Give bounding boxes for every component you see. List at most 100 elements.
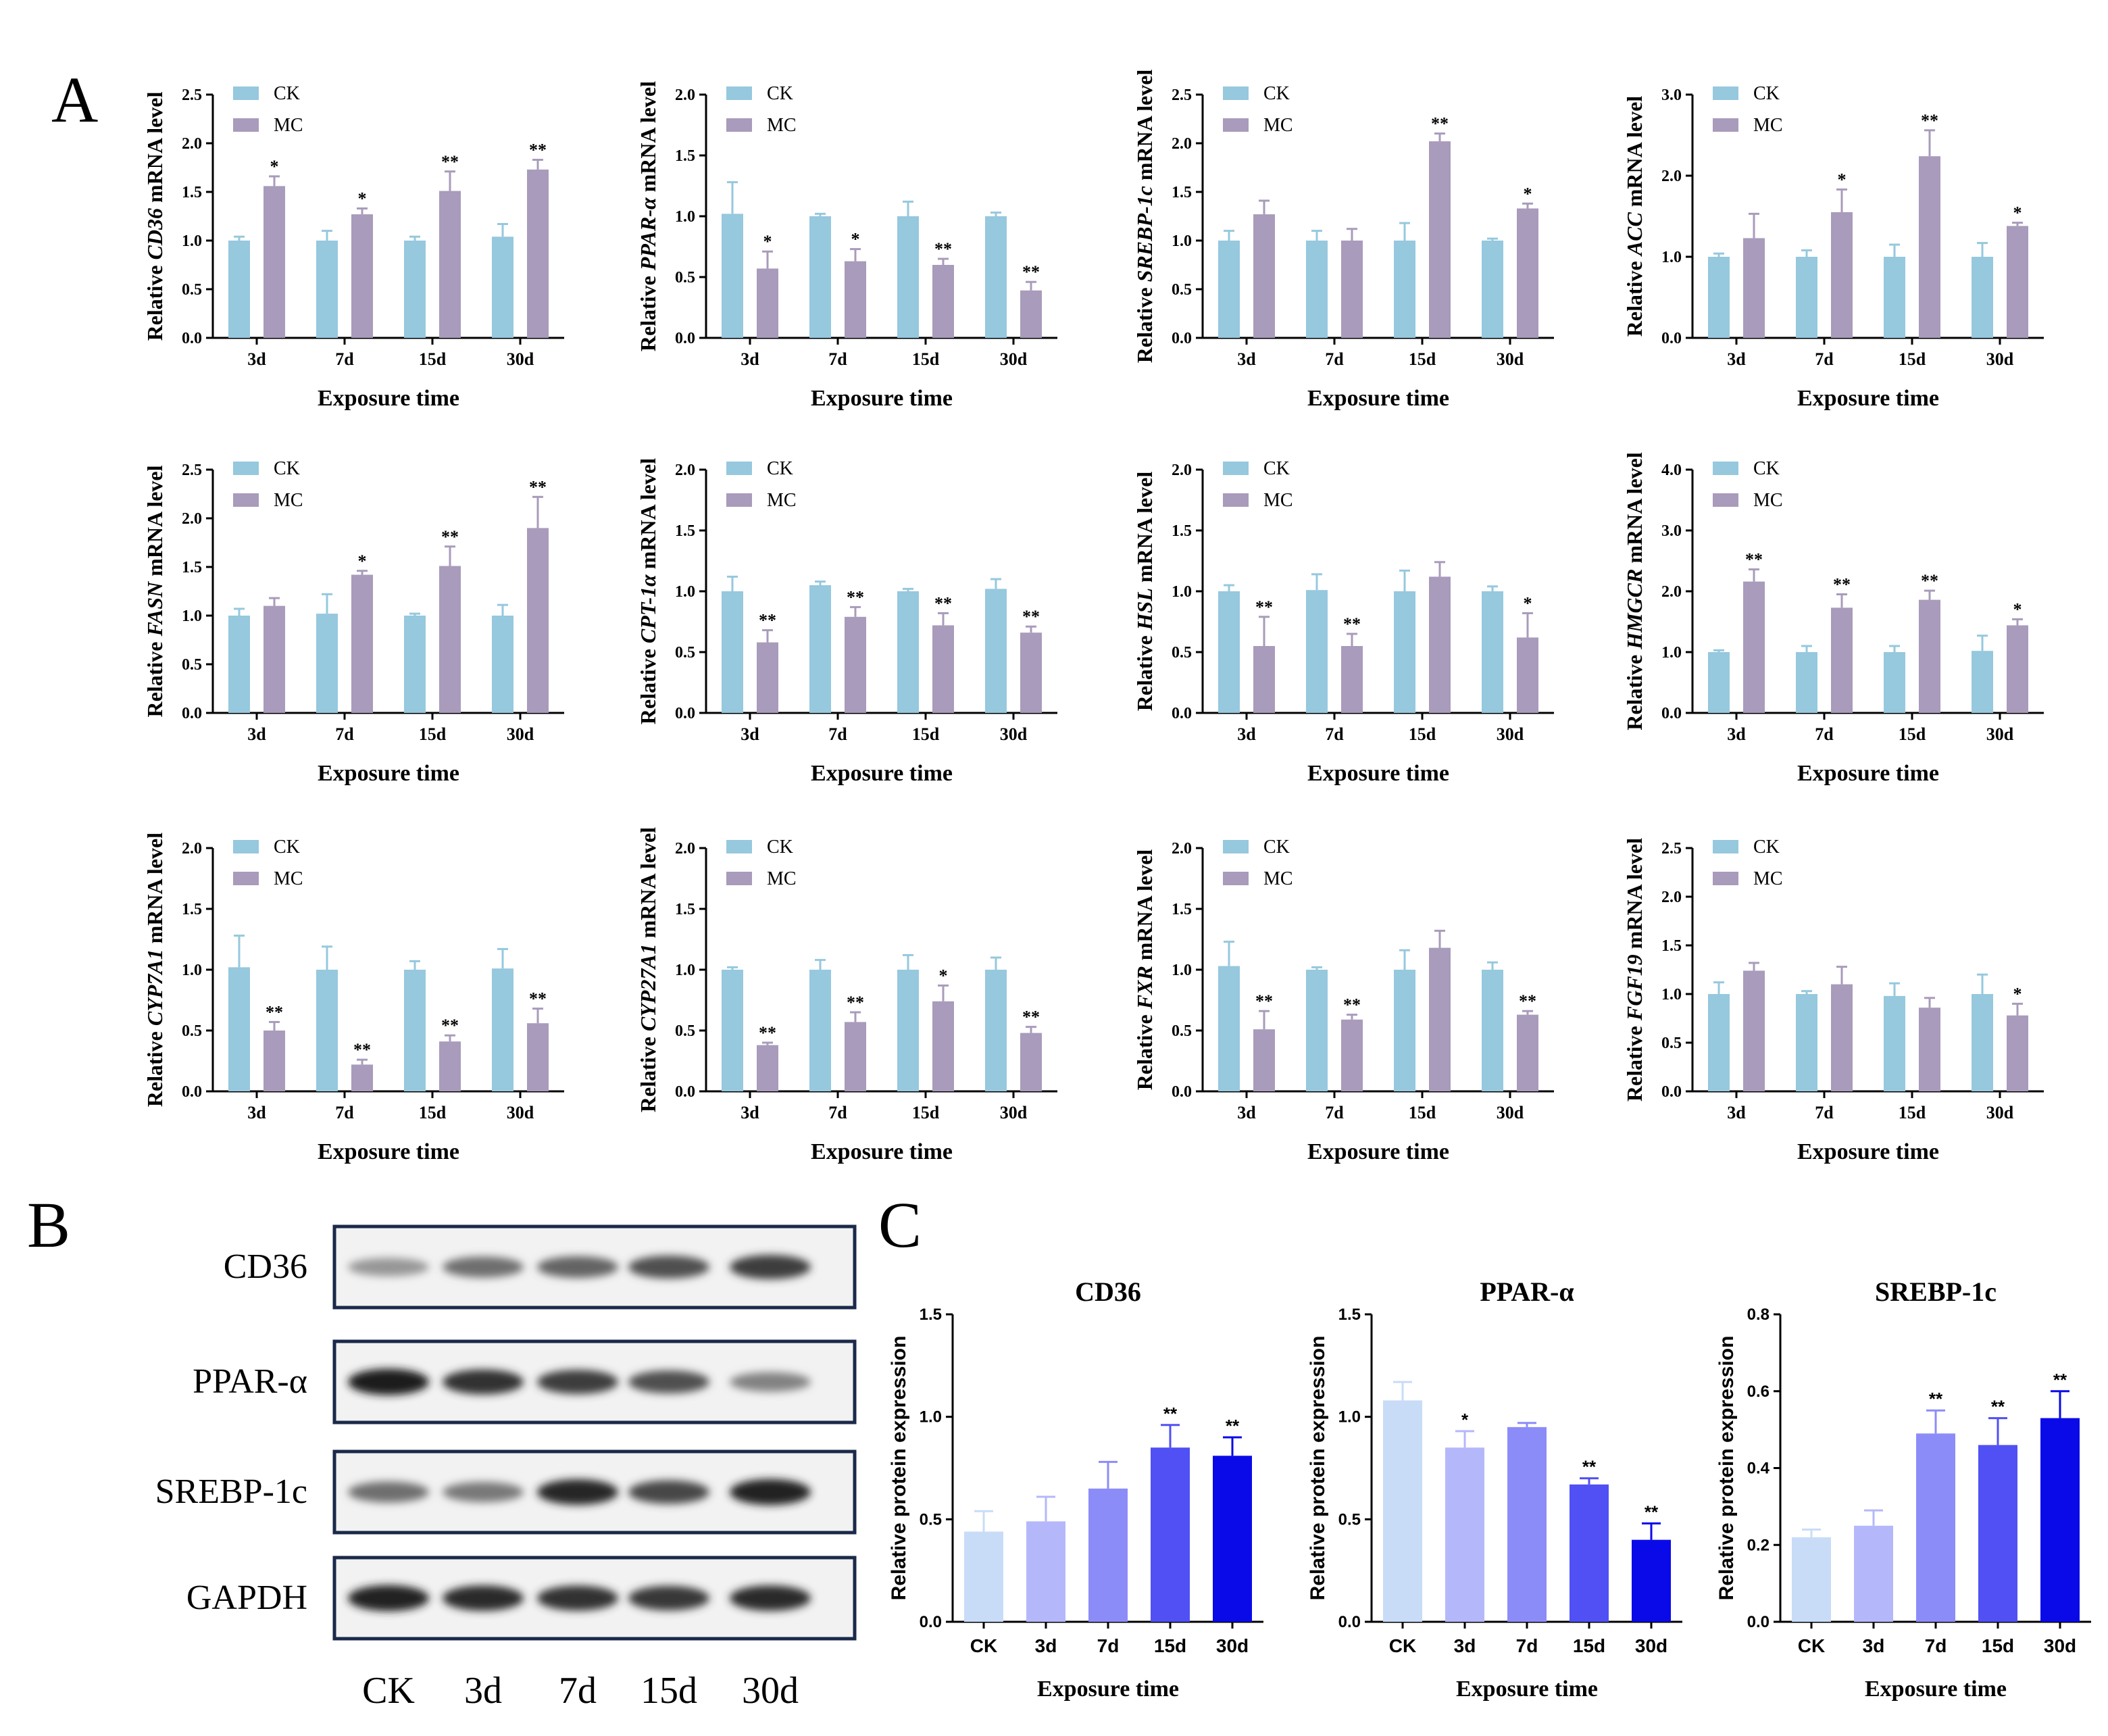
y-tick-label: 1.0	[920, 1408, 942, 1427]
blot-row-label: PPAR-α	[193, 1362, 307, 1401]
bar	[1213, 1456, 1252, 1622]
bar-ck	[1218, 241, 1240, 338]
blot-band	[537, 1585, 618, 1611]
significance-mark: **	[529, 989, 547, 1009]
y-axis-label: Relative HMGCR mRNA level	[1622, 452, 1647, 730]
x-axis-label: Exposure time	[811, 1139, 953, 1164]
y-axis-label: Relative FGF19 mRNA level	[1622, 838, 1647, 1101]
y-axis-label: Relative CYP7A1 mRNA level	[143, 833, 167, 1107]
bar-mc	[1831, 212, 1853, 338]
bar-ck	[228, 967, 250, 1091]
x-tick-label: 30d	[507, 1103, 534, 1122]
significance-mark: **	[441, 152, 459, 172]
y-tick-label: 2.0	[1172, 840, 1192, 858]
significance-mark: **	[1343, 614, 1361, 634]
mrna-chart: 0.0 0.5 1.0 1.5 2.0 3d ** 7d ** 15d ** 30d ** CK MC Exp…	[143, 833, 564, 1164]
x-tick-label: 7d	[1325, 724, 1344, 744]
blot-lane-label: 15d	[641, 1670, 697, 1712]
y-tick-label: 2.0	[1172, 462, 1192, 479]
x-axis-label: Exposure time	[1797, 386, 1939, 411]
significance-mark: *	[1838, 170, 1847, 189]
y-tick-label: 2.0	[1661, 168, 1682, 185]
legend-label: CK	[274, 83, 300, 104]
significance-mark: *	[851, 230, 860, 249]
y-axis-label: Relative CPT-1α mRNA level	[636, 458, 660, 724]
bar-mc	[757, 268, 778, 338]
bar-ck	[492, 237, 513, 338]
x-tick-label: 15d	[419, 1103, 447, 1122]
mrna-chart: 0.0 0.5 1.0 1.5 2.0 3d ** 7d ** 15d * 30d ** CK MC Expo…	[636, 827, 1057, 1164]
mrna-chart: 0.0 0.5 1.0 1.5 2.0 2.5 3d 7d 15d ** 30d * CK MC Expos…	[1132, 70, 1554, 411]
y-tick-label: 0.5	[182, 656, 202, 674]
blot-band	[348, 1258, 429, 1276]
legend-swatch	[726, 840, 752, 853]
bar-mc	[1919, 156, 1940, 338]
legend-swatch	[726, 872, 752, 885]
y-tick-label: 0.0	[675, 705, 695, 722]
significance-mark: **	[1255, 991, 1273, 1011]
protein-chart: CD36 0.0 0.5 1.0 1.5 CK 3d 7d ** 15d ** 30d Exposure…	[888, 1276, 1263, 1702]
y-tick-label: 2.0	[675, 86, 695, 104]
significance-mark: **	[1431, 114, 1449, 134]
bar-mc	[264, 605, 285, 713]
y-tick-label: 1.0	[182, 962, 202, 979]
legend-label: MC	[274, 490, 303, 511]
x-tick-label: 15d	[1982, 1635, 2014, 1656]
x-tick-label: 30d	[1635, 1635, 1667, 1656]
x-tick-label: 15d	[1409, 349, 1436, 369]
x-tick-label: 30d	[1497, 724, 1524, 744]
x-tick-label: 7d	[1815, 349, 1834, 369]
y-axis-label: Relative CD36 mRNA level	[143, 91, 167, 341]
bar-ck	[809, 216, 831, 338]
x-tick-label: 3d	[741, 349, 759, 369]
y-tick-label: 0.4	[1747, 1460, 1770, 1478]
blot-band	[730, 1479, 811, 1506]
blot-lane-label: CK	[362, 1670, 415, 1712]
x-axis-label: Exposure time	[1865, 1677, 2007, 1702]
x-tick-label: 30d	[2044, 1635, 2076, 1656]
y-tick-label: 0.0	[1661, 330, 1682, 347]
y-tick-label: 2.5	[182, 86, 202, 104]
legend-label: MC	[767, 115, 797, 136]
legend-label: MC	[1263, 868, 1293, 889]
bar-ck	[492, 968, 513, 1091]
x-tick-label: 15d	[1899, 1103, 1926, 1122]
legend-swatch	[726, 118, 752, 132]
legend-label: MC	[274, 868, 303, 889]
y-tick-label: 1.0	[1661, 249, 1682, 266]
legend-swatch	[1223, 118, 1249, 132]
significance-mark: **	[1163, 1404, 1178, 1424]
significance-mark: **	[2053, 1370, 2067, 1390]
bar-ck	[404, 616, 426, 713]
x-axis-label: Exposure time	[1797, 1139, 1939, 1164]
y-axis-label: Relative SREBP-1c mRNA level	[1132, 70, 1157, 364]
y-tick-label: 0.6	[1747, 1383, 1770, 1401]
bar-ck	[404, 241, 426, 338]
y-axis-label: Relative HSL mRNA level	[1132, 472, 1157, 712]
y-axis-label: Relative ACC mRNA level	[1622, 96, 1647, 337]
panel-label-b: B	[27, 1189, 70, 1261]
bar-ck	[1708, 994, 1730, 1091]
legend-swatch	[233, 840, 259, 853]
x-tick-label: 15d	[1573, 1635, 1605, 1656]
legend-swatch	[1713, 872, 1738, 885]
y-tick-label: 0.0	[675, 1083, 695, 1101]
y-tick-label: 2.5	[182, 462, 202, 479]
significance-mark: **	[1921, 111, 1938, 130]
bar-ck	[1218, 591, 1240, 713]
y-tick-label: 0.0	[1338, 1613, 1361, 1631]
bar-mc	[1919, 599, 1940, 713]
mrna-chart: 0.0 1.0 2.0 3.0 3d 7d * 15d ** 30d * CK MC Exposure t…	[1622, 83, 2044, 411]
bar-mc	[439, 191, 461, 338]
y-tick-label: 2.0	[1661, 583, 1682, 601]
bar-ck	[1972, 651, 1993, 713]
x-tick-label: 7d	[828, 349, 847, 369]
x-tick-label: 3d	[741, 724, 759, 744]
bar-ck	[1796, 652, 1817, 713]
bar-ck	[1394, 241, 1415, 338]
significance-mark: **	[1519, 991, 1536, 1011]
x-tick-label: 30d	[507, 349, 534, 369]
significance-mark: *	[1524, 184, 1532, 203]
legend-label: MC	[274, 115, 303, 136]
legend-swatch	[233, 118, 259, 132]
